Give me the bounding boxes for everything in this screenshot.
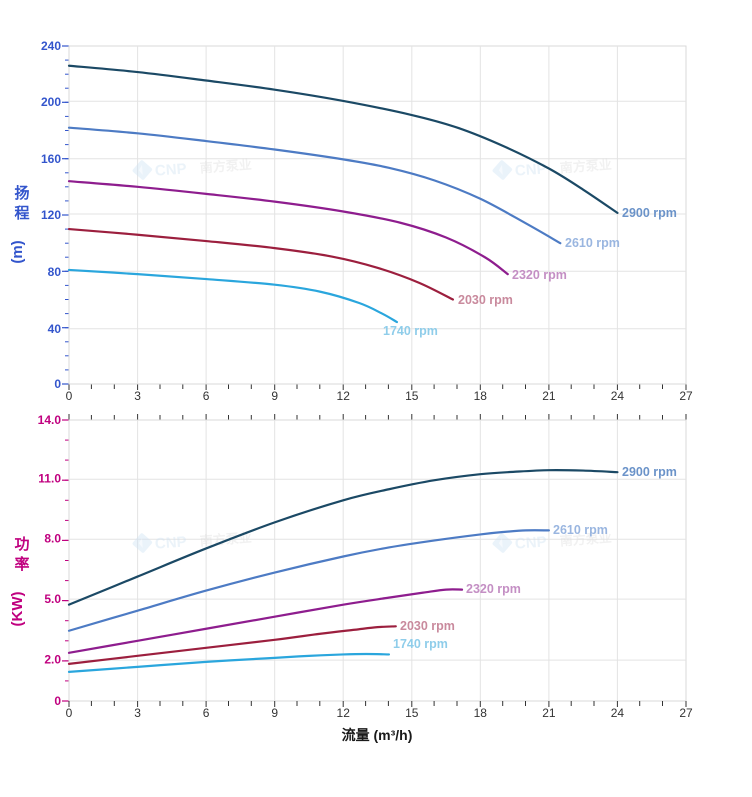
svg-text:18: 18 (474, 706, 488, 720)
svg-text:40: 40 (48, 322, 62, 336)
svg-text:24: 24 (611, 389, 625, 403)
svg-text:160: 160 (41, 152, 61, 166)
svg-text:240: 240 (41, 39, 61, 53)
svg-text:2610 rpm: 2610 rpm (553, 523, 608, 537)
svg-text:6: 6 (203, 706, 210, 720)
svg-text:(m): (m) (9, 240, 26, 263)
svg-text:21: 21 (542, 706, 556, 720)
svg-text:15: 15 (405, 389, 419, 403)
svg-text:2900 rpm: 2900 rpm (622, 206, 677, 220)
svg-text:11.0: 11.0 (38, 472, 61, 486)
svg-text:200: 200 (41, 95, 61, 109)
svg-text:9: 9 (271, 706, 278, 720)
svg-text:3: 3 (134, 389, 141, 403)
svg-text:0: 0 (54, 694, 61, 708)
svg-text:流量 (m³/h): 流量 (m³/h) (342, 727, 413, 743)
svg-text:0: 0 (66, 706, 73, 720)
svg-text:12: 12 (337, 706, 351, 720)
svg-text:6: 6 (203, 389, 210, 403)
svg-text:程: 程 (14, 205, 29, 222)
svg-text:5.0: 5.0 (44, 592, 61, 606)
svg-text:2900 rpm: 2900 rpm (622, 465, 677, 479)
svg-text:2320 rpm: 2320 rpm (466, 582, 521, 596)
svg-text:2610 rpm: 2610 rpm (565, 236, 620, 250)
svg-text:0: 0 (66, 389, 73, 403)
svg-text:1740 rpm: 1740 rpm (383, 324, 438, 338)
svg-text:120: 120 (41, 208, 61, 222)
svg-text:24: 24 (611, 706, 625, 720)
svg-text:扬: 扬 (14, 184, 29, 202)
svg-text:80: 80 (48, 265, 62, 279)
svg-text:18: 18 (474, 389, 488, 403)
svg-text:2030 rpm: 2030 rpm (458, 293, 513, 307)
svg-text:率: 率 (14, 555, 29, 573)
svg-text:14.0: 14.0 (38, 413, 62, 427)
svg-text:27: 27 (679, 706, 693, 720)
svg-text:0: 0 (54, 377, 61, 391)
svg-text:功: 功 (14, 536, 29, 553)
svg-text:21: 21 (542, 389, 556, 403)
svg-text:2320 rpm: 2320 rpm (512, 268, 567, 282)
svg-text:1740 rpm: 1740 rpm (393, 637, 448, 651)
svg-text:2.0: 2.0 (44, 653, 61, 667)
svg-text:(KW): (KW) (9, 592, 26, 627)
svg-text:2030 rpm: 2030 rpm (400, 619, 455, 633)
svg-text:12: 12 (337, 389, 351, 403)
svg-text:3: 3 (134, 706, 141, 720)
svg-text:8.0: 8.0 (44, 532, 61, 546)
svg-text:27: 27 (679, 389, 693, 403)
svg-text:15: 15 (405, 706, 419, 720)
svg-text:9: 9 (271, 389, 278, 403)
